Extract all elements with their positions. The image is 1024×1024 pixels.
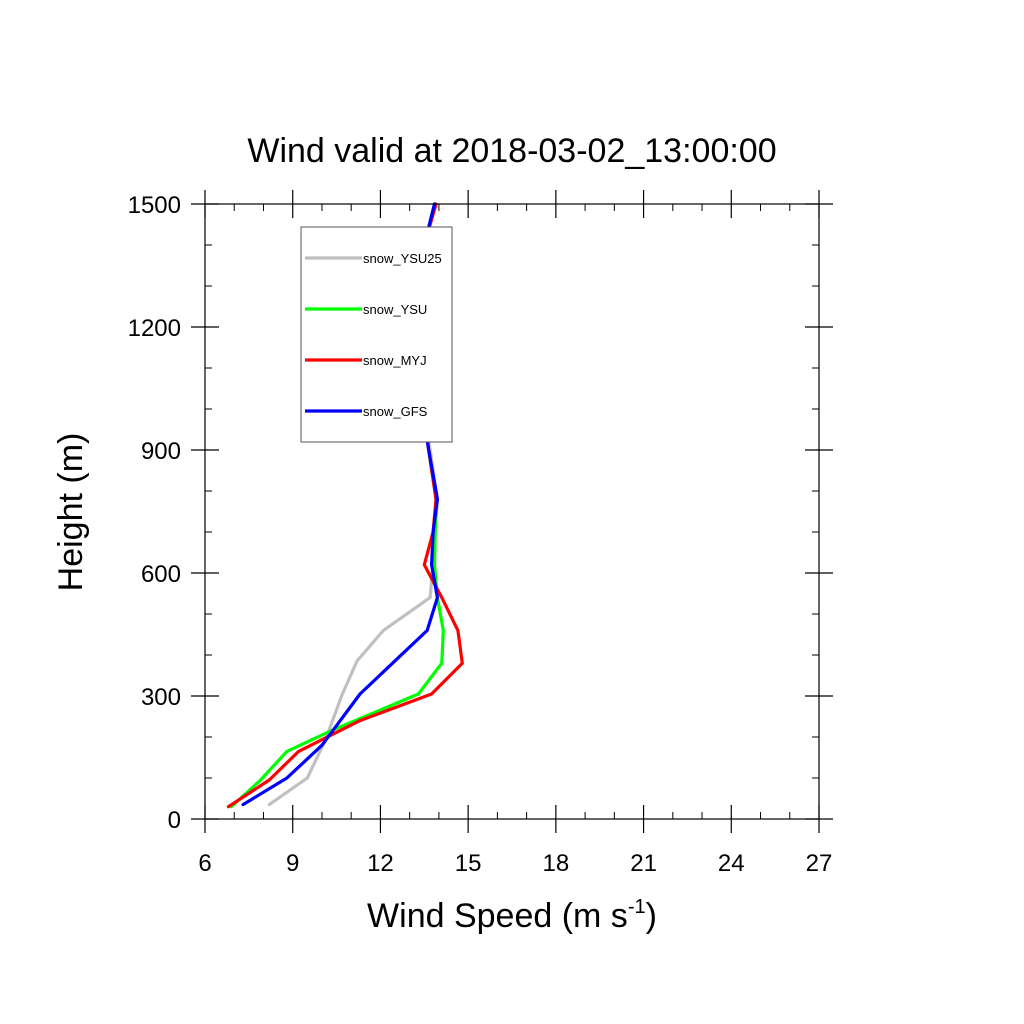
legend: snow_YSU25 snow_YSU snow_MYJ snow_GFS — [300, 226, 453, 443]
y-tick-label: 1200 — [128, 315, 181, 342]
x-axis-title-text: Wind Speed (m s — [367, 897, 628, 935]
y-tick-label: 300 — [141, 684, 181, 711]
x-tick-label: 12 — [367, 850, 394, 877]
plot-frame — [204, 203, 820, 820]
tick-labels: 6 9 12 15 18 21 24 27 0 300 600 900 1200 1500 — [128, 192, 833, 877]
x-tick-label: 15 — [455, 850, 482, 877]
legend-label: snow_YSU — [363, 302, 427, 317]
x-axis-title-superscript: -1 — [628, 896, 646, 918]
y-axis-title: Height (m) — [52, 433, 90, 592]
y-tick-label: 900 — [141, 438, 181, 465]
legend-label: snow_MYJ — [363, 353, 427, 368]
x-tick-label: 9 — [286, 850, 299, 877]
x-tick-label: 21 — [630, 850, 657, 877]
x-tick-label: 18 — [543, 850, 570, 877]
x-axis-title: Wind Speed (m s-1) — [367, 896, 657, 935]
x-axis-title-tail: ) — [646, 897, 657, 935]
legend-box — [300, 226, 453, 443]
y-tick-label: 600 — [141, 561, 181, 588]
y-tick-label: 1500 — [128, 192, 181, 219]
y-tick-label: 0 — [168, 807, 181, 834]
x-tick-label: 24 — [718, 850, 745, 877]
legend-label: snow_YSU25 — [363, 251, 442, 266]
x-tick-label: 6 — [198, 850, 211, 877]
chart-title: Wind valid at 2018-03-02_13:00:00 — [247, 132, 776, 170]
legend-label: snow_GFS — [363, 404, 428, 419]
x-tick-label: 27 — [806, 850, 833, 877]
